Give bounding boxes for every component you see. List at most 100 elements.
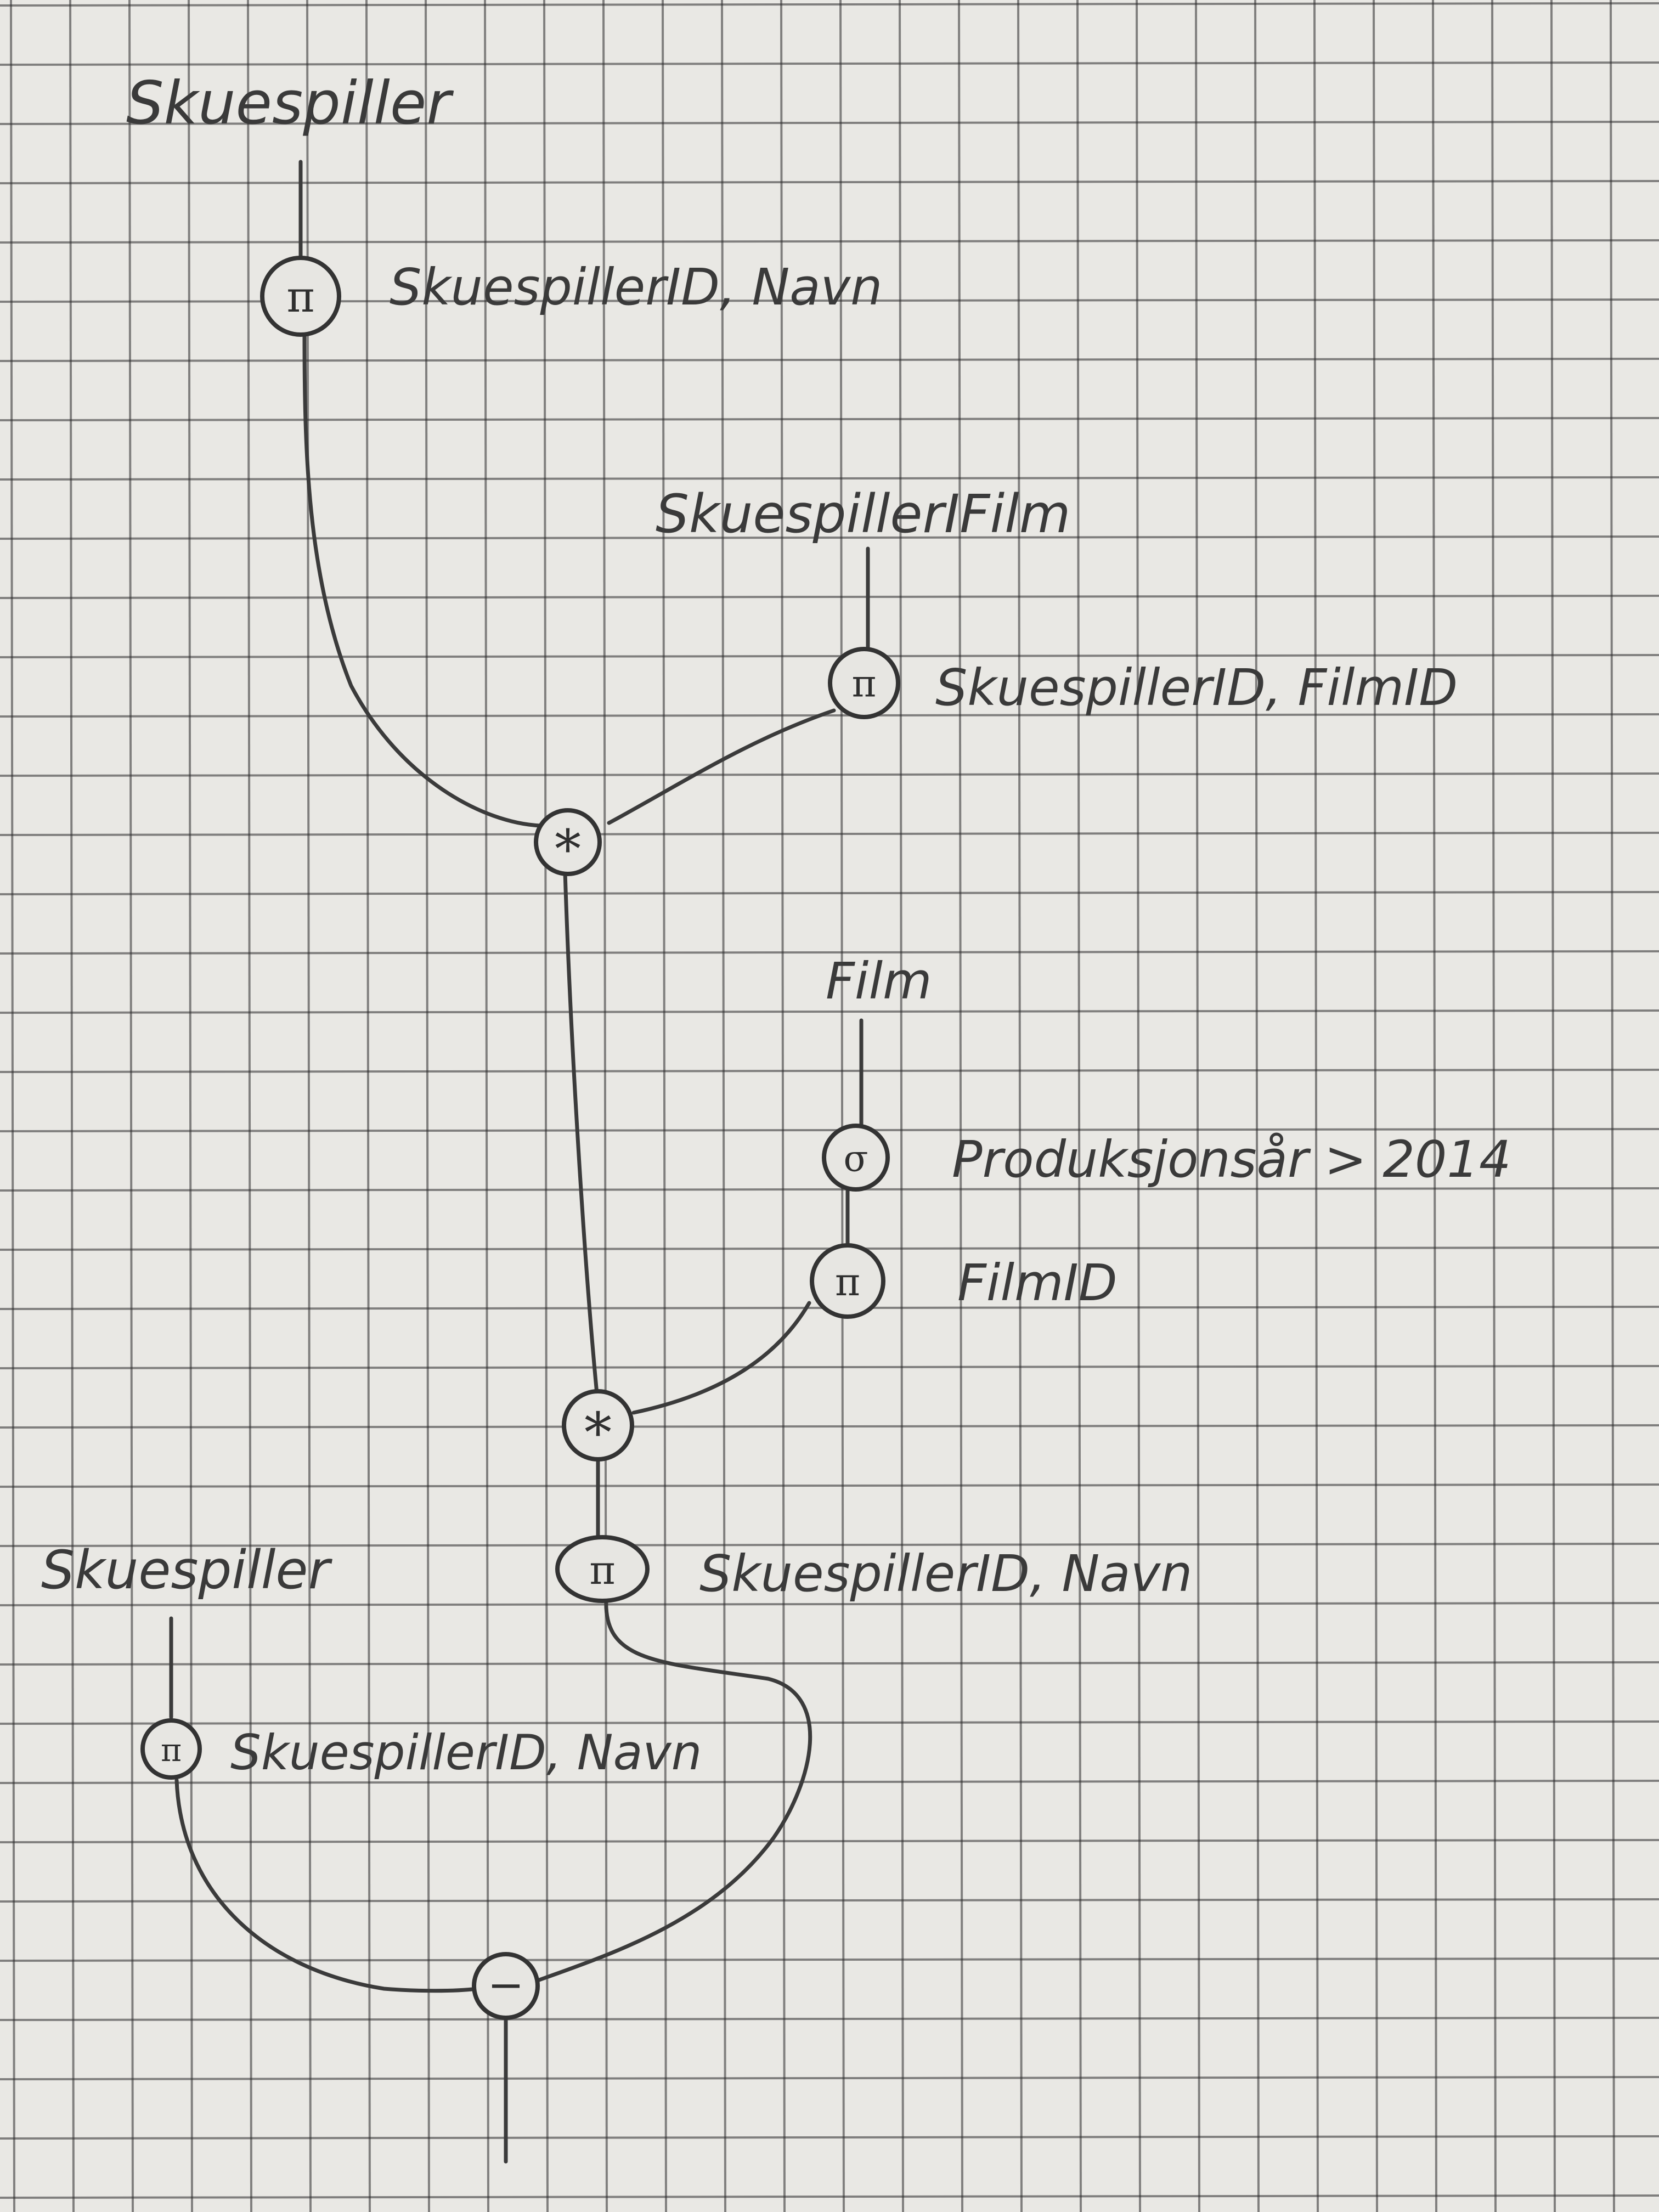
projection-5-attributes: SkuespillerID, Navn [230, 1724, 702, 1781]
pi-icon: π [161, 1731, 182, 1769]
grid-line-horizontal [0, 1483, 1659, 1488]
projection-node-1: π [260, 256, 341, 337]
grid-line-vertical [662, 0, 667, 2212]
grid-line-vertical [1610, 0, 1615, 2212]
join-node-2: * [562, 1389, 634, 1465]
projection-node-3: π [810, 1243, 885, 1319]
grid-line-vertical [188, 0, 193, 2212]
projection-node-2: π [828, 647, 900, 719]
grid-line-horizontal [0, 2017, 1659, 2021]
grid-line-vertical [247, 0, 252, 2212]
grid-line-horizontal [0, 2, 1659, 7]
edge-projection-5-to-difference [174, 1778, 479, 1993]
projection-4-attributes: SkuespillerID, Navn [699, 1544, 1192, 1603]
projection-node-5: π [140, 1718, 202, 1780]
grid-line-horizontal [0, 1957, 1659, 1962]
projection-1-attributes: SkuespillerID, Navn [390, 258, 882, 317]
grid-line-vertical [1017, 0, 1023, 2212]
grid-line-vertical [425, 0, 430, 2212]
grid-line-horizontal [0, 2194, 1659, 2199]
grid-line-vertical [721, 0, 726, 2212]
grid-line-vertical [602, 0, 608, 2212]
difference-node-1: − [472, 1952, 540, 2020]
grid-line-horizontal [0, 358, 1659, 362]
pi-icon: π [852, 663, 877, 706]
grid-line-horizontal [0, 1543, 1659, 1547]
grid-line-horizontal [0, 950, 1659, 955]
grid-line-vertical [780, 0, 786, 2212]
grid-line-vertical [128, 0, 134, 2212]
grid-line-horizontal [0, 713, 1659, 718]
grid-line-horizontal [0, 1187, 1659, 1192]
projection-2-attributes: SkuespillerID, FilmID [935, 658, 1458, 717]
grid-line-horizontal [0, 476, 1659, 481]
grid-line-horizontal [0, 1898, 1659, 1903]
asterisk-icon: * [584, 1401, 612, 1465]
grid-line-horizontal [0, 654, 1659, 658]
grid-line-horizontal [0, 2135, 1659, 2140]
grid-line-horizontal [0, 1839, 1659, 1843]
operator-nodes: π π * σ π * π π [140, 256, 900, 2020]
grid-line-horizontal [0, 832, 1659, 836]
tree-edges [169, 160, 870, 2164]
grid-line-horizontal [0, 121, 1659, 125]
edge-projection-1-to-join-1 [302, 332, 543, 828]
relation-label-film: Film [826, 952, 932, 1011]
grid-line-horizontal [0, 1128, 1659, 1132]
selection-condition: Produksjonsår > 2014 [952, 1130, 1511, 1189]
grid-line-vertical [1254, 0, 1260, 2212]
grid-line-vertical [1076, 0, 1082, 2212]
relation-label-skuespiller-bottom: Skuespiller [41, 1539, 332, 1601]
grid-line-horizontal [0, 2076, 1659, 2080]
tree-labels: Skuespiller SkuespillerID, Navn Skuespil… [41, 69, 1511, 1781]
edge-projection-2-to-join-1 [607, 708, 836, 825]
grid-line-horizontal [0, 891, 1659, 895]
grid-line-vertical [1313, 0, 1319, 2212]
asterisk-icon: * [555, 819, 581, 880]
selection-node-1: σ [822, 1124, 890, 1192]
projection-node-4: π [555, 1535, 650, 1603]
pi-icon: π [835, 1260, 860, 1305]
grid-line-vertical [1373, 0, 1378, 2212]
grid-line-vertical [484, 0, 489, 2212]
grid-line-horizontal [0, 417, 1659, 421]
grid-line-vertical [839, 0, 845, 2212]
sigma-icon: σ [843, 1138, 868, 1180]
relation-label-skuespilleri-film: SkuespillerIFilm [656, 483, 1070, 545]
join-node-1: * [534, 808, 602, 880]
grid-line-vertical [1195, 0, 1200, 2212]
grid-line-vertical [1550, 0, 1556, 2212]
grid-line-vertical [1136, 0, 1141, 2212]
grid-line-horizontal [0, 1009, 1659, 1014]
grid-line-vertical [899, 0, 904, 2212]
pi-icon: π [286, 273, 314, 322]
projection-3-attributes: FilmID [957, 1254, 1118, 1312]
relation-label-skuespiller-top: Skuespiller [126, 69, 454, 138]
grid-line-horizontal [0, 1602, 1659, 1606]
grid-line-horizontal [0, 1365, 1659, 1369]
grid-line-vertical [69, 0, 75, 2212]
edge-join-1-to-join-2 [563, 870, 599, 1396]
grid-line-horizontal [0, 595, 1659, 599]
grid-line-vertical [10, 0, 15, 2212]
grid-line-horizontal [0, 1069, 1659, 1073]
grid-line-vertical [958, 0, 963, 2212]
grid-line-horizontal [0, 1661, 1659, 1666]
grid-line-horizontal [0, 1424, 1659, 1429]
grid-line-horizontal [0, 1780, 1659, 1784]
edge-projection-4-to-difference [535, 1597, 812, 1983]
grid-line-horizontal [0, 180, 1659, 184]
grid-line-vertical [1432, 0, 1437, 2212]
grid-line-horizontal [0, 535, 1659, 540]
minus-icon: − [487, 1960, 524, 2011]
grid-line-vertical [306, 0, 312, 2212]
grid-line-horizontal [0, 239, 1659, 244]
grid-line-vertical [365, 0, 371, 2212]
grid-line-vertical [1491, 0, 1497, 2212]
grid-line-horizontal [0, 772, 1659, 777]
edge-projection-3-to-join-2 [631, 1301, 811, 1415]
pi-icon: π [589, 1547, 615, 1593]
grid-line-vertical [543, 0, 549, 2212]
